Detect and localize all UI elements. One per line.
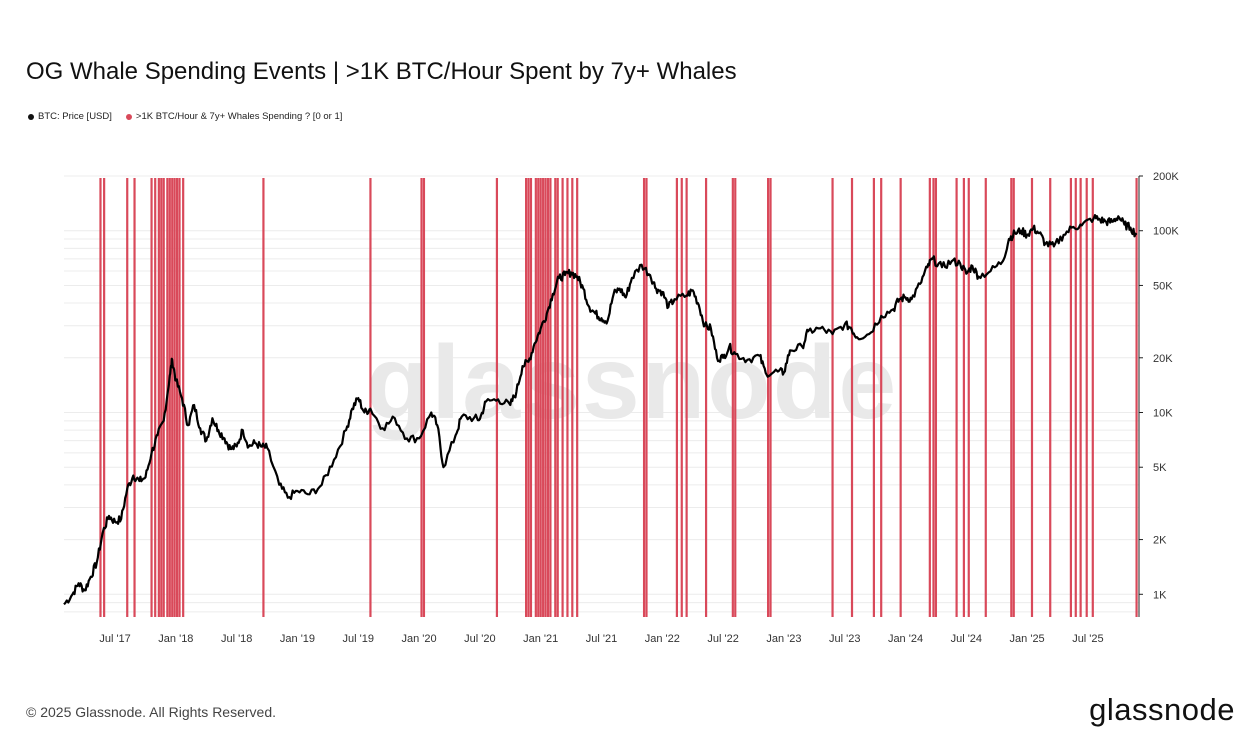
- x-tick-label: Jul '17: [99, 633, 130, 645]
- x-tick-label: Jan '22: [645, 633, 680, 645]
- x-tick-label: Jul '20: [464, 633, 495, 645]
- y-tick-label: 1K: [1153, 589, 1167, 601]
- copyright: © 2025 Glassnode. All Rights Reserved.: [26, 704, 277, 720]
- x-tick-label: Jan '20: [402, 633, 437, 645]
- x-tick-label: Jul '22: [707, 633, 738, 645]
- legend-label-spending: >1K BTC/Hour & 7y+ Whales Spending ? [0 …: [135, 111, 343, 122]
- y-tick-label: 10K: [1153, 408, 1173, 420]
- glassnode-logo[interactable]: glassnode: [1089, 692, 1235, 727]
- x-axis-ticks: Jul '17 Jan '18 Jul '18 Jan '19 Jul '19 Jan '…: [99, 633, 1103, 645]
- x-tick-label: Jul '23: [829, 633, 860, 645]
- chart-legend: BTC: Price [USD] >1K BTC/Hour & 7y+ Whal…: [28, 111, 342, 122]
- x-tick-label: Jan '25: [1010, 633, 1045, 645]
- y-tick-label: 200K: [1153, 171, 1179, 183]
- x-tick-label: Jul '18: [221, 633, 252, 645]
- x-tick-label: Jul '24: [951, 633, 982, 645]
- y-tick-label: 20K: [1153, 353, 1173, 365]
- y-axis-ticks: 1K 2K 5K 10K 20K 50K 100K 200K: [1139, 171, 1179, 601]
- x-tick-label: Jan '23: [766, 633, 801, 645]
- x-tick-label: Jul '25: [1072, 633, 1103, 645]
- legend-label-price: BTC: Price [USD]: [38, 111, 112, 122]
- spending-event-bars: [99, 178, 1138, 617]
- y-tick-label: 2K: [1153, 535, 1167, 547]
- chart-title: OG Whale Spending Events | >1K BTC/Hour …: [26, 58, 737, 85]
- x-tick-label: Jan '18: [158, 633, 193, 645]
- y-tick-label: 5K: [1153, 462, 1167, 474]
- legend-item-price[interactable]: BTC: Price [USD]: [28, 111, 112, 122]
- y-tick-label: 50K: [1153, 280, 1173, 292]
- y-tick-label: 100K: [1153, 226, 1179, 238]
- legend-item-spending[interactable]: >1K BTC/Hour & 7y+ Whales Spending ? [0 …: [125, 111, 343, 122]
- x-tick-label: Jul '21: [586, 633, 617, 645]
- x-tick-label: Jan '24: [888, 633, 923, 645]
- x-tick-label: Jan '21: [523, 633, 558, 645]
- x-tick-label: Jul '19: [343, 633, 374, 645]
- legend-dot-price: [28, 113, 34, 120]
- legend-dot-spending: [125, 113, 132, 120]
- price-line: [63, 214, 1138, 606]
- x-tick-label: Jan '19: [280, 633, 315, 645]
- watermark: glassnode: [366, 325, 898, 441]
